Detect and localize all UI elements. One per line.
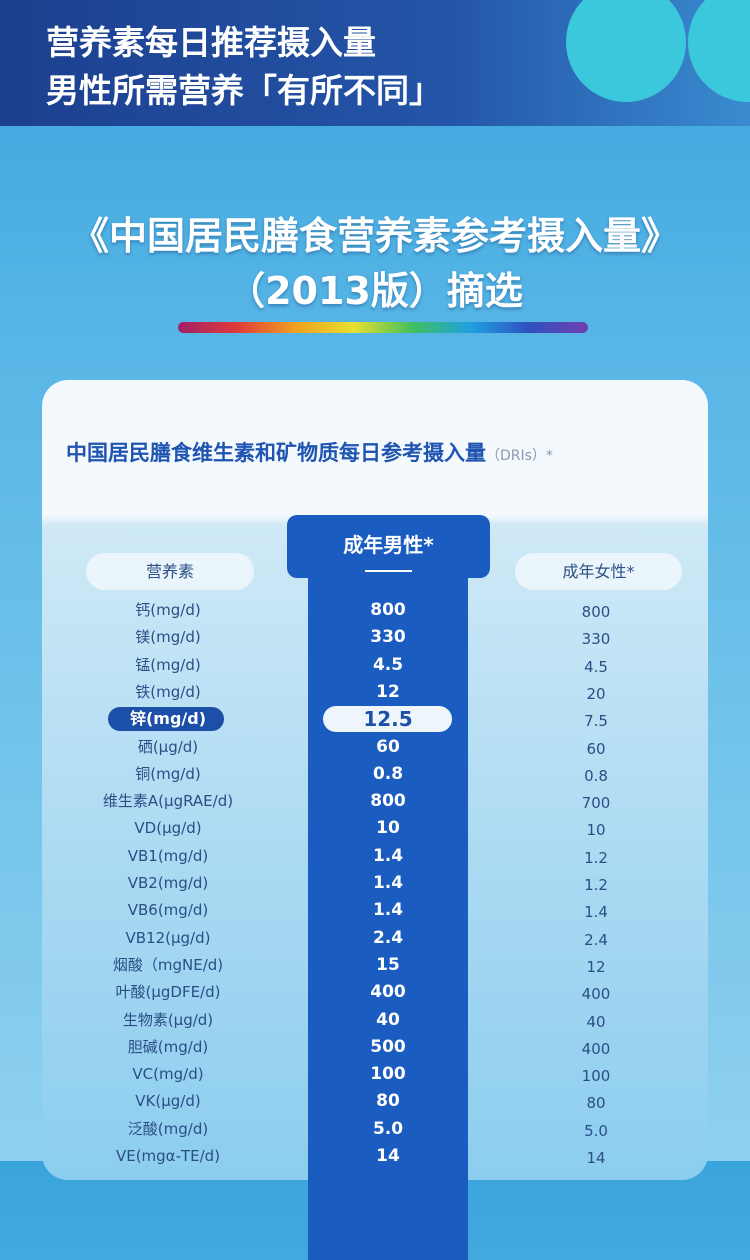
- table-title-text: 中国居民膳食维生素和矿物质每日参考摄入量: [66, 441, 486, 465]
- male-value: 40: [376, 1009, 400, 1030]
- decor-circle: [688, 0, 750, 102]
- female-value: 400: [581, 1039, 611, 1058]
- female-value: 10: [586, 821, 606, 840]
- male-value: 400: [370, 982, 406, 1003]
- nutrient: VB1(mg/d): [127, 846, 209, 865]
- female-value: 800: [581, 603, 611, 621]
- column-header: 营养素: [86, 553, 254, 590]
- male-value: 500: [370, 1036, 406, 1057]
- female-value: 330: [581, 630, 611, 649]
- male-value: 2.4: [372, 927, 404, 948]
- male-value: 80: [376, 1091, 400, 1112]
- rainbow-bar: [178, 322, 588, 333]
- nutrient: VC(mg/d): [132, 1065, 204, 1084]
- nutrient: VK(μg/d): [135, 1092, 201, 1111]
- female-value: 0.8: [584, 766, 608, 785]
- nutrient: 胆碱(mg/d): [127, 1037, 209, 1056]
- nutrient: VD(μg/d): [134, 819, 202, 838]
- male-value: 1.4: [372, 900, 404, 921]
- column-header: 成年男性*: [343, 533, 434, 557]
- nutrient: 钙(mg/d): [135, 601, 201, 619]
- male-value: 5.0: [372, 1118, 404, 1139]
- nutrient: 锌(mg/d): [129, 709, 207, 729]
- female-value: 14: [586, 1149, 606, 1167]
- male-value: 1.4: [372, 845, 404, 866]
- female-value: 100: [581, 1067, 611, 1086]
- male-value: 4.5: [372, 654, 404, 675]
- decor-circle: [566, 0, 686, 102]
- table-title-note: （DRIs）*: [486, 448, 553, 464]
- nutrient: 烟酸（mgNE/d): [112, 955, 224, 974]
- nutrient: VB2(mg/d): [127, 874, 209, 892]
- male-value: 330: [370, 627, 406, 648]
- female-value: 20: [586, 684, 606, 703]
- header-line: 营养素每日推荐摄入量: [46, 23, 376, 62]
- female-value: 4.5: [584, 657, 608, 676]
- highlight-pill: [323, 706, 452, 733]
- header-band: 营养素每日推荐摄入量 男性所需营养「有所不同」: [0, 0, 750, 126]
- nutrient: 铜(mg/d): [135, 764, 201, 783]
- nutrient: 叶酸(μgDFE/d): [115, 983, 221, 1002]
- female-value: 60: [586, 739, 606, 758]
- header-line: 男性所需营养「有所不同」: [46, 71, 442, 110]
- male-value: 12: [376, 681, 400, 702]
- source-subtitle: （2013版）摘选: [227, 269, 523, 313]
- male-value: 60: [376, 736, 400, 757]
- female-value: 40: [586, 1012, 606, 1031]
- male-value: 800: [370, 791, 406, 812]
- nutrient: 镁(mg/d): [135, 628, 201, 647]
- female-value: 7.5: [584, 712, 608, 731]
- male-value: 10: [376, 818, 400, 839]
- male-column: [308, 560, 468, 1260]
- underline: [365, 570, 412, 572]
- male-value: 0.8: [372, 763, 404, 784]
- column-header: 成年女性*: [515, 553, 682, 590]
- male-header-tab: 成年男性*: [287, 515, 490, 578]
- female-value: 2.4: [584, 930, 608, 949]
- female-value: 700: [581, 794, 611, 813]
- nutrient: 维生素A(μgRAE/d): [102, 792, 234, 811]
- female-value: 1.4: [584, 903, 608, 922]
- female-value: 1.2: [584, 848, 608, 867]
- nutrient: 泛酸(mg/d): [127, 1119, 209, 1138]
- male-value: 15: [376, 954, 400, 975]
- nutrient: 锰(mg/d): [135, 655, 201, 674]
- female-value: 12: [586, 957, 606, 976]
- male-value: 100: [370, 1064, 406, 1085]
- table-title: 中国居民膳食维生素和矿物质每日参考摄入量（DRIs）*: [66, 437, 553, 467]
- nutrient: 生物素(μg/d): [122, 1010, 214, 1029]
- male-value: 800: [370, 600, 406, 620]
- nutrient: VB12(μg/d): [125, 928, 211, 947]
- nutrient: VB6(mg/d): [127, 901, 209, 920]
- highlight-pill: [108, 707, 224, 732]
- nutrient: 铁(mg/d): [135, 682, 201, 701]
- male-value: 14: [376, 1146, 400, 1166]
- female-value: 5.0: [584, 1121, 608, 1140]
- male-value: 1.4: [372, 873, 404, 893]
- female-value: 1.2: [584, 876, 608, 894]
- source-title: 《中国居民膳食营养素参考摄入量》: [70, 214, 679, 258]
- female-value: 80: [586, 1094, 606, 1113]
- female-value: 400: [581, 985, 611, 1004]
- nutrient: VE(mgα-TE/d): [115, 1147, 221, 1165]
- nutrient: 硒(μg/d): [137, 737, 199, 756]
- male-value: 12.5: [363, 707, 413, 732]
